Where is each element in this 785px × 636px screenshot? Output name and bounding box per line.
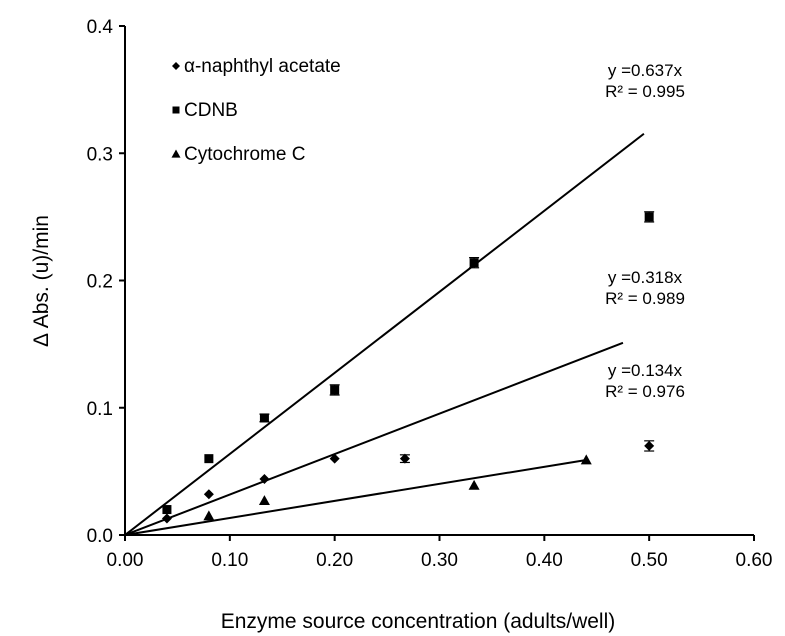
diamond-point: [161, 513, 172, 524]
legend-square-marker: [172, 106, 180, 114]
legend-label: CDNB: [184, 100, 238, 121]
square-point: [162, 505, 172, 515]
triangle-point: [258, 495, 270, 506]
diamond-point: [259, 474, 270, 485]
diamond-point: [329, 453, 340, 464]
triangle-point: [580, 454, 592, 465]
x-tick-label: 0.40: [526, 550, 563, 571]
legend-label: α-naphthyl acetate: [184, 56, 341, 77]
x-tick-label: 0.10: [211, 550, 248, 571]
x-tick-label: 0.60: [736, 550, 773, 571]
diamond-point: [399, 453, 410, 464]
triangle-fit-line: [124, 458, 587, 536]
y-tick-label: 0.3: [87, 144, 113, 165]
triangle-point: [203, 510, 215, 521]
diamond-fit-line: [124, 341, 624, 536]
square-point: [644, 212, 654, 222]
square-point: [469, 258, 479, 268]
x-tick-label: 0.30: [421, 550, 458, 571]
y-tick-label: 0.4: [87, 17, 114, 38]
square-fit-line: [124, 132, 645, 536]
data-markers: [161, 212, 655, 524]
y-tick-label: 0.0: [87, 526, 113, 547]
x-tick-label: 0.50: [631, 550, 668, 571]
triangle-fit-equation: y =0.134x: [608, 361, 683, 380]
legend-label: Cytochrome C: [184, 144, 305, 165]
diamond-fit-r2: R² = 0.989: [605, 289, 685, 308]
triangle-fit-r2: R² = 0.976: [605, 382, 685, 401]
square-point: [330, 385, 340, 395]
diamond-fit-equation: y =0.318x: [608, 268, 683, 287]
fit-lines: [124, 132, 645, 536]
legend: α-naphthyl acetate CDNB Cytochrome C: [171, 56, 341, 165]
fit-equations: y =0.318x R² = 0.989 y =0.637x R² = 0.995 y …: [605, 61, 685, 401]
x-axis-title: Enzyme source concentration (adults/well…: [221, 610, 616, 633]
legend-triangle-marker: [171, 149, 181, 158]
axes: [119, 25, 755, 541]
diamond-point: [203, 489, 214, 500]
y-tick-label: 0.1: [87, 399, 113, 420]
legend-diamond-marker: [172, 62, 180, 70]
square-point: [204, 454, 214, 464]
diamond-point: [644, 440, 655, 451]
x-tick-label: 0.00: [107, 550, 144, 571]
square-point: [259, 413, 269, 423]
triangle-point: [468, 479, 480, 490]
y-tick-label: 0.2: [87, 272, 113, 293]
x-tick-label: 0.20: [316, 550, 353, 571]
y-axis-title: Δ Abs. (u)/min: [30, 215, 53, 347]
tick-labels: 0.00 0.10 0.20 0.30 0.40 0.50 0.60 0.0 0.1 0.2 0.3…: [87, 17, 773, 571]
square-fit-equation: y =0.637x: [608, 61, 683, 80]
error-bars: [259, 211, 655, 464]
square-fit-r2: R² = 0.995: [605, 82, 685, 101]
